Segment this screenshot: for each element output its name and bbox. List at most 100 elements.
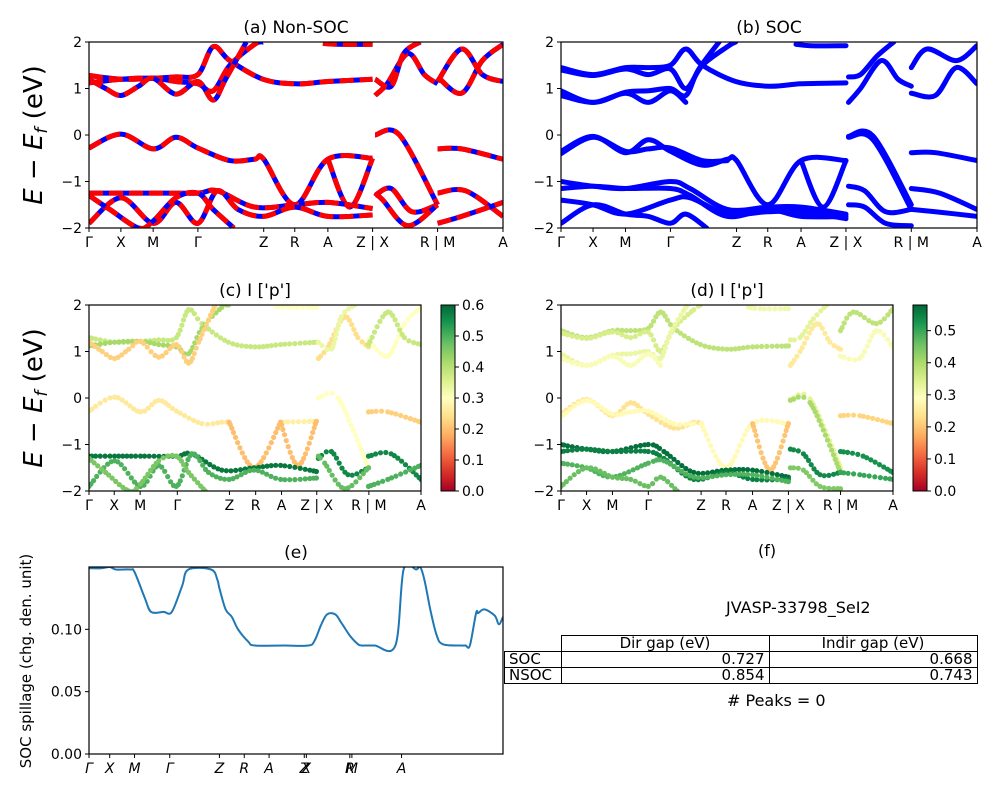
x-tick-label-c: Z [225, 498, 235, 514]
panel-title-b: (b) SOC [736, 18, 802, 38]
band-point [418, 476, 421, 482]
band-point [857, 312, 864, 318]
x-tick-label-a: A [498, 235, 508, 251]
band-point [713, 453, 719, 459]
band-point [300, 305, 306, 310]
band-point [289, 454, 295, 461]
band-point [822, 432, 829, 438]
band-point [619, 332, 625, 338]
band-point [665, 317, 671, 323]
band-point [808, 320, 814, 326]
band-point [705, 474, 711, 480]
band-point [97, 400, 103, 406]
band-point [841, 470, 847, 476]
band-point [754, 344, 760, 350]
band-point [115, 395, 121, 401]
band-point [769, 343, 775, 349]
band-point [97, 341, 103, 347]
band-point [826, 485, 832, 491]
band-point [395, 334, 401, 340]
band-point [313, 468, 319, 475]
band-point [628, 448, 634, 454]
band-point [714, 473, 720, 479]
axes-frame-b [560, 41, 978, 229]
band-line [908, 206, 977, 219]
band-point [592, 447, 598, 453]
band-point [822, 330, 828, 336]
x-tick-label-a: Z [259, 235, 269, 251]
band-point [186, 415, 192, 421]
band-point [750, 467, 756, 473]
band-point [684, 305, 690, 308]
band-point [191, 476, 197, 482]
band-point [301, 455, 307, 462]
band-point [213, 332, 219, 338]
band-point [592, 360, 599, 366]
y-tick-label-c: 2 [73, 298, 82, 314]
band-point [334, 326, 341, 332]
dir-gap-value: 0.854 [560, 667, 770, 684]
band-point [145, 405, 151, 411]
band-point [662, 422, 669, 428]
band-point [632, 327, 638, 334]
band-point [640, 407, 647, 413]
band-point [791, 357, 797, 363]
colorbar-tick-label: 0.5 [462, 329, 484, 345]
band-point [719, 472, 725, 478]
band-point [759, 417, 765, 424]
band-point [371, 481, 377, 487]
band-point [201, 327, 207, 333]
band-line-red [322, 42, 373, 47]
band-point [313, 418, 319, 424]
band-line-red [436, 200, 503, 226]
band-point [890, 421, 893, 427]
band-line-red [89, 42, 249, 103]
x-tick-label-a: Γ [194, 235, 202, 251]
band-line [561, 42, 739, 91]
band-point [375, 480, 381, 486]
x-tick-label-c: R | M [351, 498, 386, 514]
band-point [390, 313, 396, 319]
band-point [183, 466, 189, 472]
band-point [125, 338, 131, 344]
band-point [664, 340, 670, 346]
band-point [814, 312, 820, 318]
band-point [219, 305, 225, 310]
band-line-red [89, 188, 373, 226]
band-point [580, 398, 586, 404]
band-point [829, 447, 835, 453]
band-point [228, 468, 234, 474]
band-point [782, 432, 788, 438]
x-tick-label-e: Z [214, 761, 225, 777]
band-point [344, 412, 350, 419]
colorbar-tick-label: 0.3 [462, 391, 484, 407]
band-point [116, 339, 122, 345]
band-point [418, 419, 421, 425]
band-point [773, 460, 779, 466]
band-point [799, 332, 806, 338]
x-tick-label-b: X [588, 235, 598, 251]
band-point [233, 467, 239, 473]
band-point [399, 458, 405, 464]
band-point [723, 472, 729, 478]
band-point [217, 335, 224, 341]
band-point [188, 473, 194, 479]
band-point [648, 332, 654, 338]
band-point [841, 320, 847, 326]
band-point [281, 432, 288, 438]
band-line [846, 183, 914, 216]
band-point [215, 466, 221, 472]
band-point [235, 440, 241, 446]
band-point [592, 466, 599, 472]
band-point [668, 482, 675, 488]
band-point [167, 346, 173, 352]
band-point [632, 408, 638, 414]
band-point [881, 332, 887, 338]
band-point [853, 309, 860, 316]
band-point [289, 305, 295, 310]
band-point [679, 463, 685, 469]
band-point [336, 460, 342, 466]
band-point [331, 340, 337, 346]
band-point [648, 322, 654, 328]
